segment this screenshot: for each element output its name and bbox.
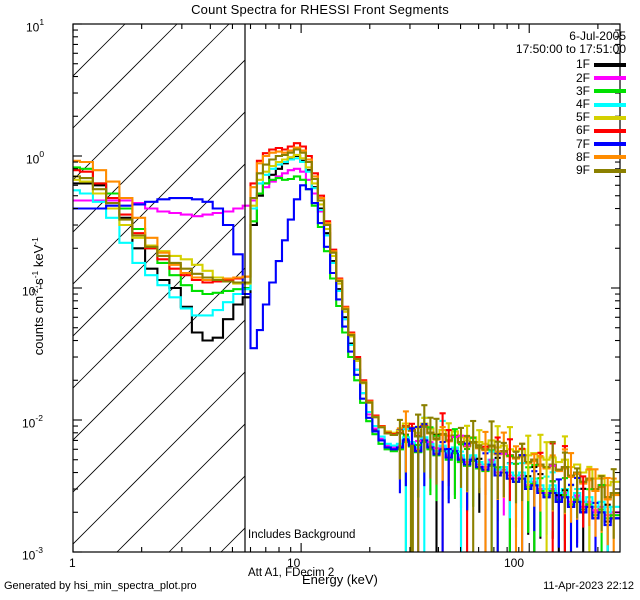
legend-item-3f: 3F	[474, 83, 626, 98]
annotation-line-1: Includes Background	[248, 529, 356, 541]
legend-item-label: 3F	[575, 83, 590, 98]
y-tick-label: 100	[26, 149, 45, 167]
x-axis-title: Energy (keV)	[302, 572, 378, 587]
footer-timestamp: 11-Apr-2023 22:12	[543, 580, 634, 592]
footer-generator: Generated by hsi_min_spectra_plot.pro	[4, 580, 197, 592]
y-tick-label: 10-1	[22, 281, 43, 299]
x-tick-label: 10	[287, 556, 301, 570]
legend-color-swatch	[594, 63, 626, 67]
plot-annotation: Includes Background Att A1, FDecim 2	[248, 504, 355, 592]
legend-color-swatch	[594, 89, 626, 94]
page-title: Count Spectra for RHESSI Front Segments	[191, 2, 449, 17]
legend-item-label: 2F	[575, 70, 590, 85]
y-tick-label: 101	[26, 17, 45, 35]
legend-item-2f: 2F	[474, 70, 626, 85]
legend-color-swatch	[594, 128, 626, 133]
x-tick-label: 1	[69, 556, 76, 570]
legend-item-8f: 8F	[474, 149, 626, 164]
legend-item-5f: 5F	[474, 110, 626, 125]
legend-item-7f: 7F	[474, 136, 626, 151]
legend-item-1f: 1F	[474, 58, 626, 71]
legend-color-swatch	[594, 142, 626, 147]
x-tick-label: 100	[504, 556, 525, 570]
legend-entries: 1F 2F 3F 4F 5F 6F 7F 8F 9F	[474, 58, 626, 177]
legend-color-swatch	[594, 168, 626, 173]
y-tick-label: 10-2	[22, 413, 43, 431]
legend-item-label: 8F	[575, 149, 590, 164]
y-tick-label: 10-3	[22, 545, 43, 563]
legend-color-swatch	[594, 155, 626, 160]
legend-date: 6-Jul-2005	[569, 29, 626, 43]
legend-item-label: 4F	[575, 96, 590, 111]
legend-item-label: 5F	[575, 110, 590, 125]
spectra-series-group	[73, 142, 620, 552]
legend-color-swatch	[594, 76, 626, 81]
legend-time-range: 17:50:00 to 17:51:00	[515, 42, 626, 57]
legend-color-swatch	[594, 115, 626, 120]
legend-item-4f: 4F	[474, 96, 626, 111]
legend-item-label: 7F	[575, 136, 590, 151]
legend-item-label: 1F	[575, 57, 590, 72]
legend-color-swatch	[594, 102, 626, 107]
legend-item-6f: 6F	[474, 124, 626, 137]
axis-ticks	[72, 23, 620, 553]
legend-item-9f: 9F	[474, 162, 626, 177]
legend-item-label: 6F	[575, 123, 590, 138]
annotation-line-2: Att A1, FDecim 2	[248, 566, 335, 579]
legend: 6-Jul-2005 17:50:00 to 17:51:00 1F 2F 3F 4F…	[474, 29, 626, 177]
y-axis-title: counts cm-2 s-1 keV-1	[29, 237, 47, 356]
legend-item-label: 9F	[575, 162, 590, 177]
